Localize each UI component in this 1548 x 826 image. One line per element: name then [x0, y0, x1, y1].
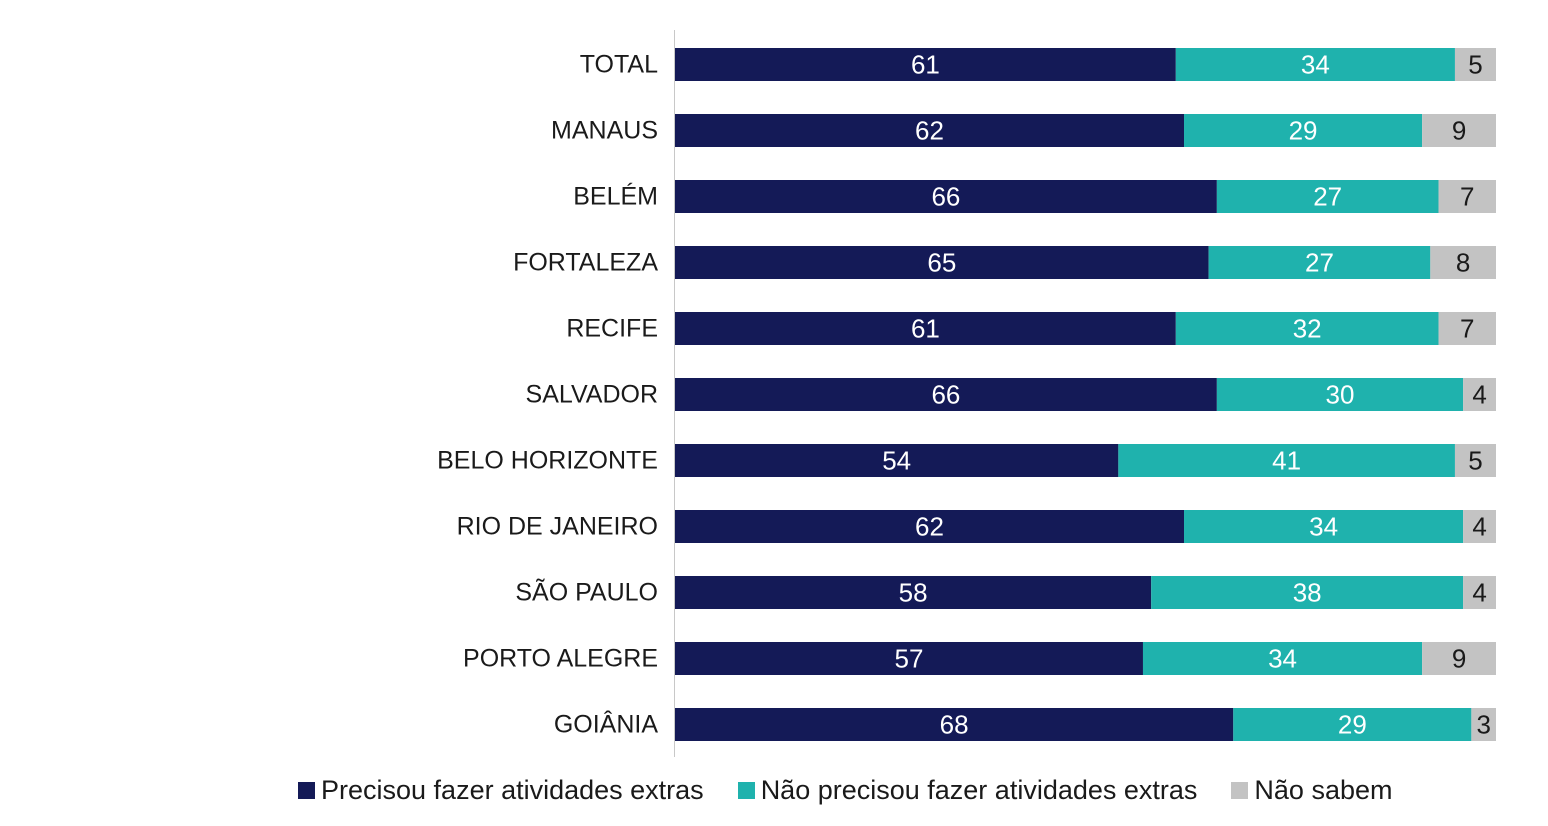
category-label: SALVADOR	[526, 381, 658, 409]
bar-segment-series-2	[1175, 312, 1439, 345]
category-label: SÃO PAULO	[515, 578, 658, 607]
data-label: 41	[1272, 446, 1301, 476]
data-label: 62	[915, 116, 944, 146]
data-label: 3	[1476, 710, 1490, 740]
bar-segment-series-2	[1175, 48, 1455, 81]
legend-label: Precisou fazer atividades extras	[321, 774, 704, 805]
data-label: 66	[931, 380, 960, 410]
data-label: 66	[931, 182, 960, 212]
legend-label: Não sabem	[1254, 774, 1393, 805]
legend-swatch	[1231, 781, 1249, 799]
bar-segment-series-1	[675, 48, 1176, 81]
bar-segment-series-3	[1454, 444, 1496, 477]
data-label: 32	[1293, 314, 1322, 344]
data-label: 4	[1472, 578, 1486, 608]
bar-segment-series-1	[675, 246, 1209, 279]
legend-item-series-3: Não sabem	[1231, 774, 1393, 806]
bar-segment-series-3	[1438, 312, 1496, 345]
bar-segment-series-1	[675, 576, 1152, 609]
data-label: 61	[911, 314, 940, 344]
data-label: 9	[1452, 116, 1466, 146]
data-label: 5	[1468, 446, 1482, 476]
category-label: BELO HORIZONTE	[437, 447, 658, 475]
data-label: 7	[1460, 314, 1474, 344]
bar-segment-series-1	[675, 180, 1217, 213]
data-label: 4	[1472, 512, 1486, 542]
legend-swatch	[298, 781, 315, 799]
data-label: 65	[927, 248, 956, 278]
bar-segment-series-1	[675, 510, 1185, 543]
bar-segment-series-2	[1233, 708, 1472, 741]
bar-segment-series-2	[1184, 510, 1464, 543]
data-label: 8	[1456, 248, 1470, 278]
bar-segment-series-2	[1142, 642, 1423, 675]
bar-segment-series-1	[675, 708, 1234, 741]
data-label: 68	[940, 710, 969, 740]
legend-label: Não precisou fazer atividades extras	[760, 774, 1198, 805]
bar-segment-series-3	[1454, 48, 1496, 81]
data-label: 9	[1452, 644, 1466, 674]
bar-segment-series-3	[1463, 378, 1496, 411]
category-label: TOTAL	[580, 51, 658, 79]
data-label: 54	[882, 446, 911, 476]
data-label: 34	[1309, 512, 1338, 542]
bar-segment-series-2	[1216, 180, 1439, 213]
data-label: 27	[1305, 248, 1334, 278]
data-label: 30	[1326, 380, 1355, 410]
data-label: 34	[1268, 644, 1297, 674]
category-label: RECIFE	[566, 315, 658, 343]
bar-segment-series-1	[675, 642, 1143, 675]
data-label: 62	[915, 512, 944, 542]
data-label: 38	[1293, 578, 1322, 608]
bar-segment-series-3	[1422, 114, 1496, 147]
legend-item-series-1: Precisou fazer atividades extras	[298, 775, 704, 806]
bar-segment-series-2	[1216, 378, 1464, 411]
category-label: FORTALEZA	[513, 249, 658, 277]
legend-swatch	[737, 781, 755, 799]
legend-item-series-2: Não precisou fazer atividades extras	[737, 774, 1198, 806]
data-label: 57	[895, 644, 924, 674]
bar-segment-series-1	[675, 312, 1176, 345]
data-label: 34	[1301, 50, 1330, 80]
bar-segment-series-3	[1438, 180, 1496, 213]
bar-segment-series-2	[1151, 576, 1464, 609]
bar-segment-series-2	[1118, 444, 1455, 477]
bar-segment-series-3	[1471, 708, 1496, 741]
data-label: 5	[1468, 50, 1482, 80]
category-label: BELÉM	[573, 182, 658, 211]
category-label: MANAUS	[551, 117, 658, 145]
bar-segment-series-2	[1184, 114, 1423, 147]
category-label: RIO DE JANEIRO	[457, 513, 658, 541]
bar-segment-series-2	[1208, 246, 1431, 279]
bar-segment-series-3	[1463, 510, 1496, 543]
bar-segment-series-1	[675, 378, 1217, 411]
bar-segment-series-1	[675, 114, 1185, 147]
bar-segment-series-3	[1463, 576, 1496, 609]
data-label: 7	[1460, 182, 1474, 212]
legend: Precisou fazer atividades extras Não prec…	[298, 772, 1393, 808]
category-label: GOIÂNIA	[554, 710, 659, 739]
bar-segment-series-1	[675, 444, 1119, 477]
data-label: 29	[1289, 116, 1318, 146]
bar-segment-series-3	[1430, 246, 1496, 279]
data-label: 58	[899, 578, 928, 608]
bar-segment-series-3	[1422, 642, 1496, 675]
data-label: 4	[1472, 380, 1486, 410]
data-label: 27	[1313, 182, 1342, 212]
data-label: 29	[1338, 710, 1367, 740]
data-label: 61	[911, 50, 940, 80]
category-label: PORTO ALEGRE	[463, 645, 658, 673]
